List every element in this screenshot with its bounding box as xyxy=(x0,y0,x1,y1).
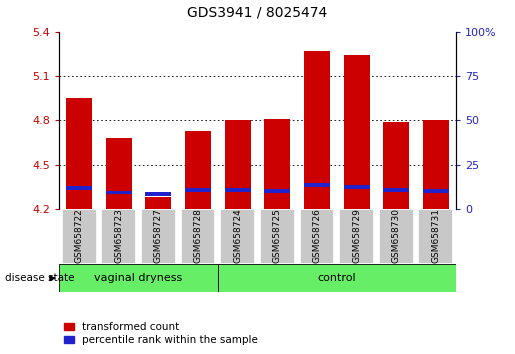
FancyBboxPatch shape xyxy=(141,209,176,264)
Bar xyxy=(106,138,132,209)
Bar xyxy=(106,191,132,194)
Bar xyxy=(225,188,251,192)
Bar xyxy=(423,189,449,193)
FancyBboxPatch shape xyxy=(220,209,255,264)
Text: GSM658726: GSM658726 xyxy=(313,208,321,263)
Bar xyxy=(185,131,211,209)
Bar xyxy=(264,119,290,209)
FancyBboxPatch shape xyxy=(419,209,453,264)
Legend: transformed count, percentile rank within the sample: transformed count, percentile rank withi… xyxy=(64,322,258,345)
Bar xyxy=(344,185,370,189)
Bar xyxy=(225,120,251,209)
FancyBboxPatch shape xyxy=(218,264,456,292)
Bar xyxy=(145,192,171,196)
Bar xyxy=(423,120,449,209)
Bar xyxy=(185,188,211,192)
Text: GSM658731: GSM658731 xyxy=(432,208,440,263)
Bar xyxy=(66,186,92,190)
Text: GDS3941 / 8025474: GDS3941 / 8025474 xyxy=(187,5,328,19)
Bar xyxy=(304,51,330,209)
Bar xyxy=(304,183,330,187)
FancyBboxPatch shape xyxy=(300,209,334,264)
Bar xyxy=(383,188,409,192)
Text: GSM658722: GSM658722 xyxy=(75,208,83,263)
FancyBboxPatch shape xyxy=(62,209,96,264)
Text: GSM658725: GSM658725 xyxy=(273,208,282,263)
FancyBboxPatch shape xyxy=(59,264,218,292)
Bar xyxy=(383,122,409,209)
Bar xyxy=(66,98,92,209)
FancyBboxPatch shape xyxy=(379,209,414,264)
FancyBboxPatch shape xyxy=(260,209,295,264)
Text: GSM658729: GSM658729 xyxy=(352,208,361,263)
Text: GSM658727: GSM658727 xyxy=(154,208,163,263)
Text: GSM658730: GSM658730 xyxy=(392,208,401,263)
Text: GSM658724: GSM658724 xyxy=(233,208,242,263)
Text: control: control xyxy=(317,273,356,283)
Bar xyxy=(344,56,370,209)
FancyBboxPatch shape xyxy=(339,209,374,264)
Bar xyxy=(145,197,171,209)
Text: GSM658723: GSM658723 xyxy=(114,208,123,263)
Text: GSM658728: GSM658728 xyxy=(194,208,202,263)
Text: vaginal dryness: vaginal dryness xyxy=(94,273,183,283)
Bar xyxy=(264,189,290,193)
FancyBboxPatch shape xyxy=(101,209,136,264)
FancyBboxPatch shape xyxy=(181,209,215,264)
Text: disease state: disease state xyxy=(5,273,75,283)
